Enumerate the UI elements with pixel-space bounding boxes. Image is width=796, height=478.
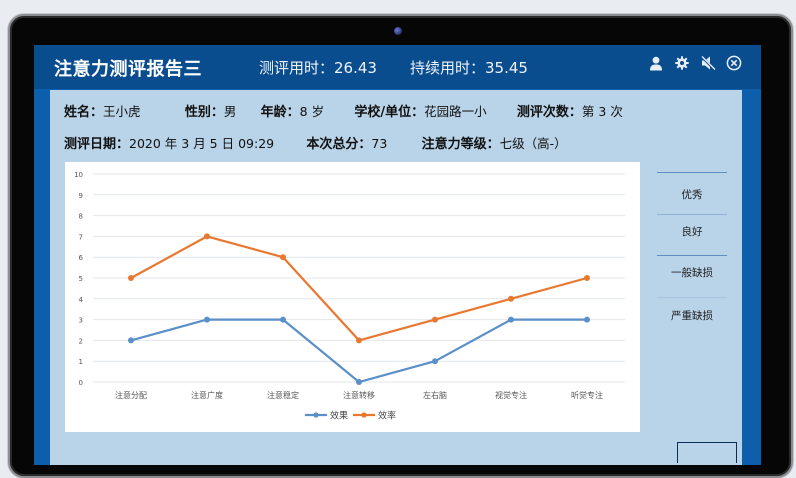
y-tick-label: 3 bbox=[79, 317, 83, 325]
title-bar-icons bbox=[647, 54, 743, 72]
report-panel: 姓名：王小虎 性别：男 年龄：8 岁 学校/单位：花园路一小 测评次数：第 3 … bbox=[50, 90, 742, 465]
level-excellent: 优秀 bbox=[681, 189, 703, 201]
data-point bbox=[280, 254, 286, 261]
level-value: 七级（高-） bbox=[499, 136, 567, 151]
legend-marker bbox=[361, 412, 367, 418]
gender-label: 性别： bbox=[184, 105, 224, 120]
profile-row-2: 测评日期：2020 年 3 月 5 日 09:29 本次总分：73 注意力等级：… bbox=[64, 133, 567, 152]
data-point bbox=[204, 316, 210, 323]
x-tick-label: 视觉专注 bbox=[495, 390, 527, 400]
y-tick-label: 2 bbox=[79, 337, 83, 345]
data-point bbox=[128, 337, 134, 344]
data-point bbox=[280, 316, 286, 323]
y-tick-label: 10 bbox=[74, 171, 83, 179]
school-value: 花园路一小 bbox=[424, 104, 487, 119]
level-divider bbox=[657, 172, 727, 173]
age-label: 年龄： bbox=[260, 105, 300, 120]
level-severe: 严重缺损 bbox=[671, 310, 713, 322]
data-point bbox=[356, 337, 362, 344]
data-point bbox=[356, 379, 362, 385]
level-divider bbox=[657, 214, 727, 215]
date-label: 测评日期： bbox=[64, 137, 130, 152]
name-label: 姓名： bbox=[64, 105, 104, 120]
profile-row-1: 姓名：王小虎 性别：男 年龄：8 岁 学校/单位：花园路一小 测评次数：第 3 … bbox=[64, 101, 623, 120]
level-divider bbox=[657, 297, 727, 298]
series-line bbox=[130, 318, 587, 384]
camera-dot bbox=[394, 27, 402, 35]
data-point bbox=[584, 316, 590, 323]
data-point bbox=[508, 316, 514, 323]
legend-marker bbox=[313, 412, 319, 418]
level-mild: 一般缺损 bbox=[671, 267, 713, 279]
close-icon[interactable] bbox=[725, 54, 743, 72]
data-point bbox=[584, 275, 590, 281]
x-tick-label: 注意稳定 bbox=[267, 390, 299, 400]
level-divider bbox=[657, 255, 727, 256]
sustain-time-value: 35.45 bbox=[485, 59, 528, 77]
legend-label: 效率 bbox=[378, 410, 396, 422]
data-point bbox=[204, 233, 210, 240]
level-label: 注意力等级： bbox=[421, 137, 500, 152]
level-good: 良好 bbox=[681, 226, 703, 238]
x-tick-label: 听觉专注 bbox=[571, 390, 603, 400]
count-value: 第 3 次 bbox=[581, 104, 623, 119]
data-point bbox=[508, 295, 514, 302]
mute-icon[interactable] bbox=[699, 54, 717, 72]
x-tick-label: 注意广度 bbox=[191, 390, 223, 400]
legend-label: 效果 bbox=[330, 410, 348, 422]
date-value: 2020 年 3 月 5 日 09:29 bbox=[129, 136, 275, 151]
score-label: 本次总分： bbox=[306, 137, 372, 152]
level-scale: 优秀 良好 一般缺损 严重缺损 bbox=[642, 162, 742, 362]
user-icon[interactable] bbox=[647, 54, 665, 72]
gear-icon[interactable] bbox=[673, 54, 691, 72]
title-bar: 注意力测评报告三 测评用时：26.43 持续用时：35.45 bbox=[34, 45, 761, 89]
y-tick-label: 0 bbox=[79, 379, 83, 387]
x-tick-label: 注意分配 bbox=[115, 390, 147, 400]
eval-time: 测评用时：26.43 bbox=[259, 57, 377, 78]
app-screen: 注意力测评报告三 测评用时：26.43 持续用时：35.45 姓名：王小虎 性别… bbox=[34, 45, 761, 465]
x-tick-label: 左右脑 bbox=[423, 390, 447, 400]
gender-value: 男 bbox=[223, 104, 237, 119]
data-point bbox=[432, 358, 438, 365]
data-point bbox=[128, 275, 134, 281]
y-tick-label: 4 bbox=[79, 296, 84, 304]
y-tick-label: 5 bbox=[79, 275, 83, 283]
name-value: 王小虎 bbox=[103, 104, 141, 119]
y-tick-label: 6 bbox=[79, 254, 84, 262]
x-tick-label: 注意转移 bbox=[343, 390, 375, 400]
y-tick-label: 8 bbox=[79, 213, 83, 221]
sustain-time: 持续用时：35.45 bbox=[410, 57, 528, 78]
y-tick-label: 7 bbox=[79, 233, 83, 241]
eval-time-value: 26.43 bbox=[334, 59, 377, 77]
bottom-button[interactable] bbox=[677, 442, 737, 463]
y-tick-label: 1 bbox=[79, 358, 83, 366]
age-value: 8 岁 bbox=[299, 104, 325, 119]
series-line bbox=[130, 235, 588, 342]
score-value: 73 bbox=[371, 136, 388, 151]
sustain-time-label: 持续用时： bbox=[410, 59, 486, 77]
app-title: 注意力测评报告三 bbox=[54, 59, 202, 80]
school-label: 学校/单位： bbox=[354, 105, 425, 120]
line-chart: 0 1 2 3 4 5 6 7 8 9 10 注意分配 注意广度 注意稳定 注意转移 左右脑 视觉专注 听觉专注效… bbox=[65, 162, 640, 432]
count-label: 测评次数： bbox=[516, 105, 582, 120]
eval-time-label: 测评用时： bbox=[259, 59, 335, 77]
chart-svg: 0 1 2 3 4 5 6 7 8 9 10 注意分配 注意广度 注意稳定 注意转移 左右脑 视觉专注 听觉专注效… bbox=[74, 171, 625, 422]
y-tick-label: 9 bbox=[79, 192, 83, 200]
data-point bbox=[432, 316, 438, 323]
